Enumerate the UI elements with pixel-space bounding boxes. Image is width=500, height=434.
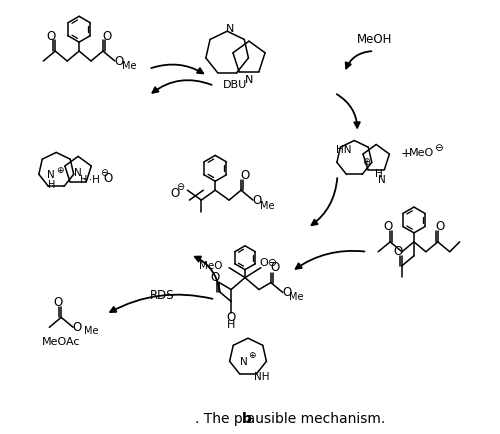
Text: N: N	[240, 357, 248, 367]
Text: b: b	[242, 412, 252, 426]
Text: ⊖: ⊖	[176, 182, 184, 192]
Text: DBU: DBU	[223, 80, 247, 90]
Text: O: O	[435, 220, 444, 233]
Text: Me: Me	[84, 326, 98, 336]
Text: O: O	[394, 245, 402, 258]
Text: N: N	[245, 75, 253, 85]
Text: O: O	[171, 187, 180, 200]
Text: ⊕: ⊕	[248, 351, 256, 360]
Text: ···H: ···H	[83, 175, 101, 185]
Text: RDS: RDS	[150, 289, 175, 302]
Text: +: +	[400, 147, 411, 160]
Text: O: O	[252, 194, 262, 207]
Text: O: O	[270, 261, 280, 274]
Text: N: N	[378, 175, 386, 185]
Text: HN: HN	[336, 145, 351, 155]
Text: O: O	[210, 271, 220, 284]
Text: MeOAc: MeOAc	[42, 337, 80, 347]
Text: H: H	[48, 180, 55, 190]
Text: O: O	[54, 296, 63, 309]
Text: . The plausible mechanism.: . The plausible mechanism.	[194, 412, 385, 426]
Text: O: O	[72, 321, 82, 334]
Text: MeO: MeO	[410, 148, 434, 158]
Text: O: O	[46, 30, 56, 43]
Text: N: N	[74, 168, 82, 178]
Text: H: H	[80, 175, 88, 185]
Text: O: O	[226, 311, 235, 324]
Text: ⊕: ⊕	[362, 158, 370, 168]
Text: O⊖: O⊖	[260, 258, 278, 268]
Text: NH: NH	[254, 372, 270, 382]
Text: O: O	[240, 169, 250, 182]
Text: N: N	[226, 24, 234, 34]
Text: Me: Me	[290, 293, 304, 302]
Text: ⊕: ⊕	[56, 166, 64, 175]
Text: ⊖: ⊖	[434, 144, 443, 154]
Text: H: H	[376, 169, 383, 179]
Text: O: O	[102, 30, 112, 43]
Text: Me: Me	[260, 201, 274, 211]
Text: O: O	[104, 172, 112, 185]
Text: MeOH: MeOH	[356, 33, 392, 46]
Text: O: O	[114, 55, 124, 68]
Text: ⊖: ⊖	[100, 168, 108, 178]
Text: H: H	[227, 320, 235, 330]
Text: MeO: MeO	[198, 261, 222, 271]
Text: Me: Me	[122, 61, 136, 71]
Text: N: N	[48, 170, 55, 180]
Text: O: O	[384, 220, 392, 233]
Text: O: O	[282, 286, 292, 299]
